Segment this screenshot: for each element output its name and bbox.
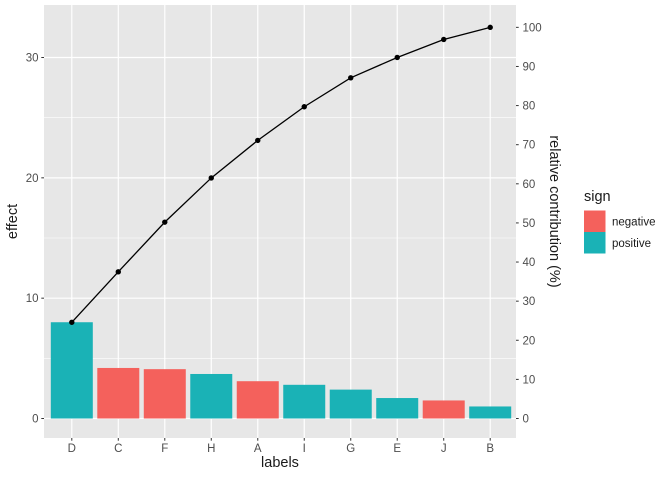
- plot-panel: [44, 5, 516, 438]
- y-axis-title-left: effect: [5, 204, 21, 239]
- bar-I: [283, 384, 326, 419]
- bar-F: [143, 369, 186, 419]
- x-axis-title: labels: [261, 455, 299, 471]
- legend: sign negative positive: [584, 189, 655, 254]
- right-tick-label: 10: [523, 374, 536, 386]
- right-tick-label: 40: [523, 257, 536, 269]
- right-tick-label: 30: [523, 296, 536, 308]
- left-tick-label: 10: [26, 293, 39, 305]
- cumulative-point-D: [69, 319, 75, 325]
- right-tick-label: 20: [523, 335, 536, 347]
- bar-B: [469, 406, 512, 419]
- x-tick-label: A: [254, 443, 262, 455]
- right-tick-label: 70: [523, 140, 536, 152]
- cumulative-point-G: [348, 75, 354, 81]
- right-tick-label: 0: [523, 414, 529, 426]
- cumulative-point-C: [115, 269, 121, 275]
- left-tick-label: 0: [32, 414, 38, 426]
- legend-swatch-negative: [584, 210, 606, 232]
- bar-J: [422, 400, 465, 419]
- right-tick-label: 80: [523, 101, 536, 113]
- cumulative-point-B: [487, 24, 493, 31]
- legend-title: sign: [584, 189, 611, 205]
- x-tick-label: G: [346, 443, 355, 455]
- left-tick-label: 30: [26, 53, 39, 65]
- right-tick-label: 50: [523, 218, 536, 230]
- x-tick-label: I: [303, 443, 306, 455]
- legend-label-negative: negative: [612, 217, 655, 229]
- bar-C: [97, 367, 140, 419]
- right-tick-label: 100: [523, 22, 542, 34]
- x-tick-label: J: [441, 443, 447, 455]
- cumulative-point-A: [255, 137, 261, 144]
- cumulative-point-J: [441, 36, 447, 43]
- cumulative-line: [71, 26, 491, 323]
- x-tick-label: H: [207, 443, 215, 455]
- right-tick-label: 90: [523, 61, 536, 73]
- bar-H: [190, 373, 233, 419]
- plot-panel-layer: [44, 5, 516, 438]
- left-tick-label: 20: [26, 173, 39, 185]
- cumulative-point-E: [394, 54, 400, 61]
- bar-G: [329, 389, 372, 419]
- x-tick-label: B: [486, 443, 494, 455]
- legend-label-positive: positive: [612, 238, 651, 250]
- bar-E: [376, 398, 419, 419]
- cumulative-point-H: [208, 175, 214, 181]
- cumulative-point-F: [162, 219, 168, 225]
- axis-layer: 0 10 20 30 0 10 20 30 40 50 60 70 80 90 100 D C F H A I G E J B: [26, 22, 542, 455]
- x-tick-label: E: [393, 443, 401, 455]
- x-tick-label: C: [114, 443, 122, 455]
- x-tick-label: F: [161, 443, 168, 455]
- legend-swatch-positive: [584, 232, 606, 254]
- right-tick-label: 60: [523, 179, 536, 191]
- bar-D: [50, 322, 93, 419]
- y-axis-title-right: relative contribution (%): [546, 135, 562, 287]
- x-tick-label: D: [68, 443, 76, 455]
- bar-A: [236, 381, 279, 419]
- cumulative-point-I: [301, 104, 307, 110]
